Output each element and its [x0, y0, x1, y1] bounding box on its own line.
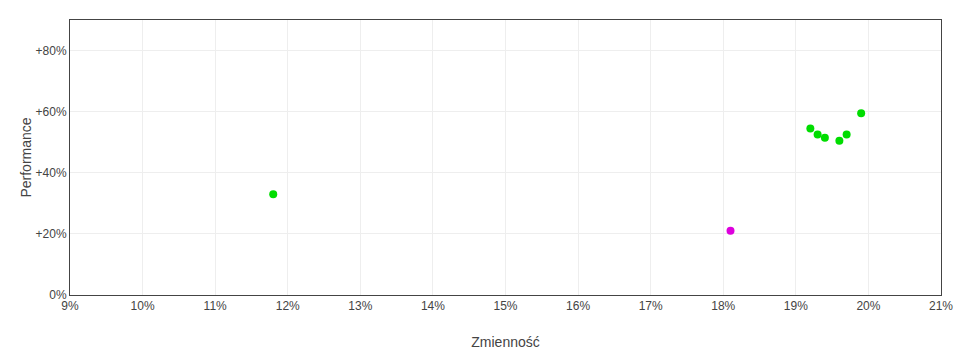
svg-text:+80%: +80% — [36, 44, 67, 58]
svg-text:19%: 19% — [784, 299, 808, 313]
svg-text:21%: 21% — [929, 299, 953, 313]
svg-text:16%: 16% — [566, 299, 590, 313]
svg-text:14%: 14% — [421, 299, 445, 313]
svg-text:13%: 13% — [348, 299, 372, 313]
svg-text:18%: 18% — [711, 299, 735, 313]
svg-text:Performance: Performance — [18, 117, 34, 197]
svg-text:11%: 11% — [204, 299, 227, 313]
svg-text:20%: 20% — [856, 299, 880, 313]
svg-text:17%: 17% — [639, 299, 663, 313]
svg-text:12%: 12% — [276, 299, 300, 313]
svg-text:+40%: +40% — [36, 166, 67, 180]
svg-text:15%: 15% — [493, 299, 517, 313]
svg-text:0%: 0% — [49, 288, 67, 302]
svg-text:+60%: +60% — [36, 105, 67, 119]
svg-text:+20%: +20% — [36, 227, 67, 241]
svg-text:10%: 10% — [131, 299, 155, 313]
svg-text:Zmienność: Zmienność — [471, 334, 539, 350]
svg-text:9%: 9% — [61, 299, 79, 313]
